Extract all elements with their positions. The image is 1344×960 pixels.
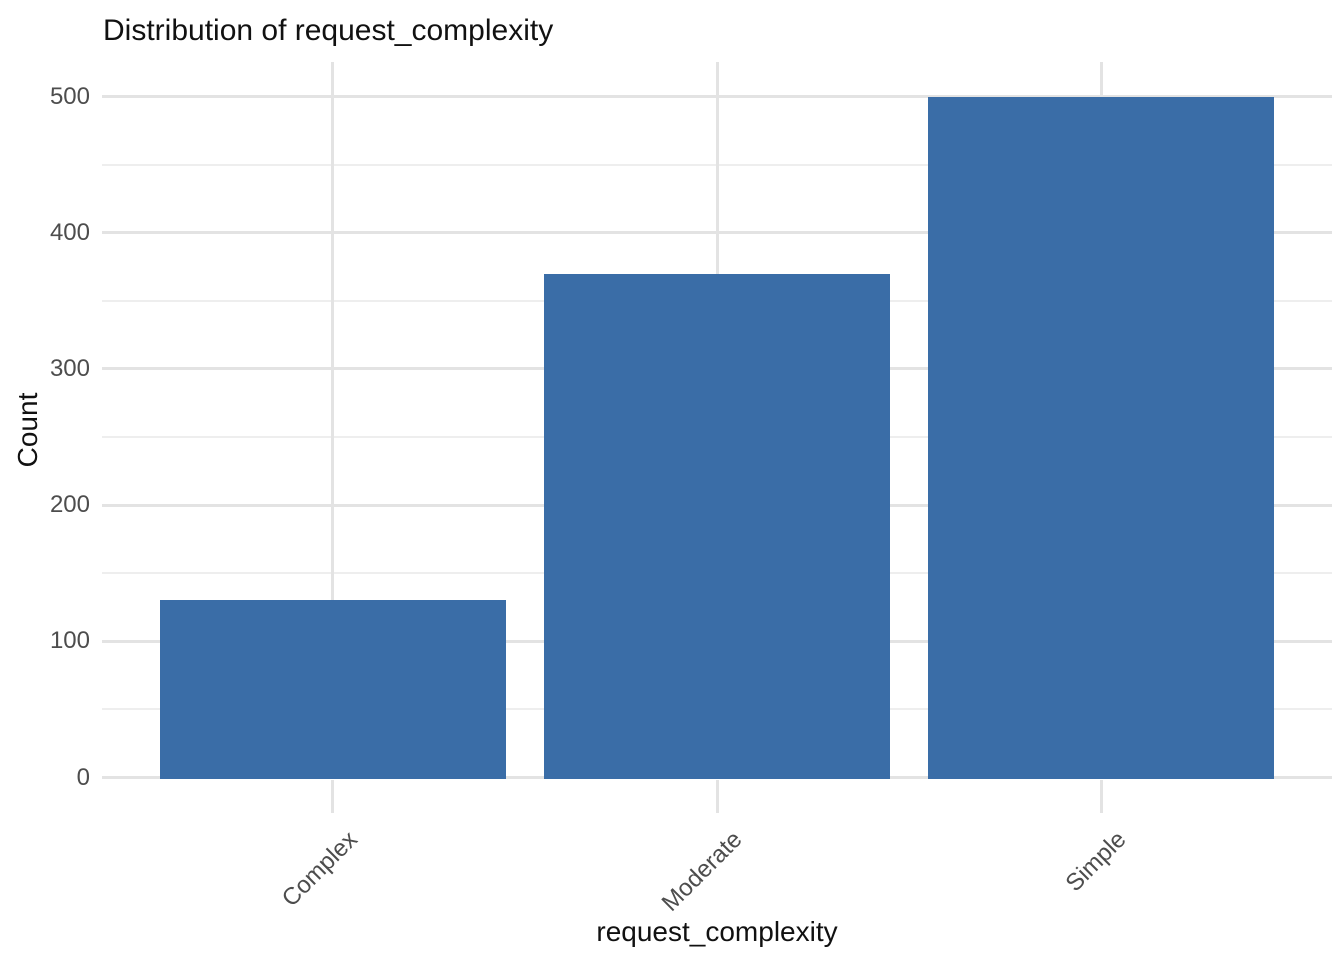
y-tick-label: 200 [49, 491, 90, 519]
x-axis-title: request_complexity [596, 916, 838, 947]
chart-title: Distribution of request_complexity [103, 14, 554, 47]
y-tick-label: 500 [49, 82, 90, 110]
y-tick-label: 400 [49, 218, 90, 246]
plot-area [102, 62, 1332, 779]
y-axis-title: Count [12, 392, 43, 468]
x-tick-mark [1099, 780, 1103, 813]
y-tick-label: 100 [49, 627, 90, 655]
bar-complex [159, 600, 506, 779]
gridline-vertical [331, 62, 335, 779]
x-tick-mark [715, 780, 719, 813]
x-tick-mark [331, 780, 335, 813]
bar-simple [928, 96, 1275, 779]
x-tick-label: Simple [1060, 826, 1132, 897]
bar-moderate [544, 273, 890, 779]
x-tick-label: Complex [276, 826, 363, 913]
x-tick-label: Moderate [656, 826, 748, 917]
y-tick-label: 0 [76, 763, 90, 791]
y-tick-label: 300 [49, 354, 90, 382]
